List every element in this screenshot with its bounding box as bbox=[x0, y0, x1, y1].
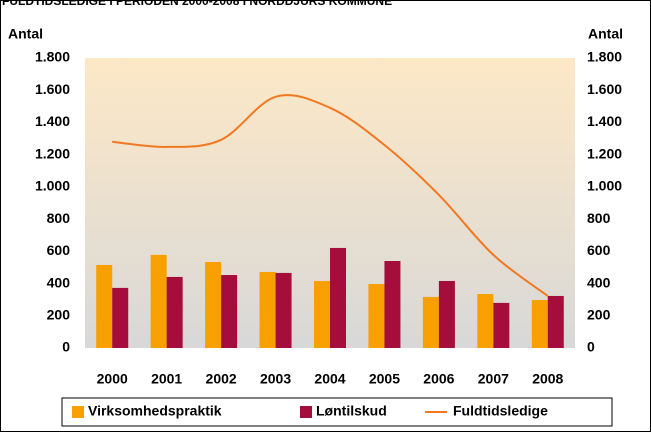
bar bbox=[330, 247, 346, 348]
y-tick-label: 1.400 bbox=[35, 113, 70, 129]
y-tick-label: 400 bbox=[47, 274, 71, 290]
bar bbox=[547, 295, 564, 348]
legend-swatch bbox=[300, 406, 312, 418]
chart-title: FULDTIDSLEDIGE I PERIODEN 2000-2008 I NO… bbox=[2, 0, 392, 8]
y2-tick-label: 200 bbox=[587, 306, 611, 322]
y-tick-label: 800 bbox=[47, 210, 71, 226]
x-tick-label: 2003 bbox=[260, 371, 291, 387]
bar bbox=[493, 302, 510, 348]
y-tick-label: 1.000 bbox=[35, 178, 70, 194]
y2-tick-label: 0 bbox=[587, 339, 595, 355]
x-tick-label: 2007 bbox=[478, 371, 509, 387]
bar bbox=[112, 287, 129, 348]
y-tick-label: 200 bbox=[47, 306, 71, 322]
x-tick-label: 2008 bbox=[532, 371, 563, 387]
bar bbox=[275, 272, 292, 348]
y2-tick-label: 1.200 bbox=[587, 145, 622, 161]
y-tick-label: 600 bbox=[47, 242, 71, 258]
bar bbox=[314, 280, 330, 348]
x-tick-label: 2001 bbox=[151, 371, 182, 387]
x-tick-label: 2000 bbox=[97, 371, 128, 387]
x-tick-label: 2002 bbox=[206, 371, 237, 387]
bar bbox=[205, 261, 222, 348]
legend-label: Virksomhedspraktik bbox=[88, 403, 222, 419]
bar bbox=[166, 276, 183, 348]
line bbox=[112, 94, 549, 297]
y2-tick-label: 1.600 bbox=[587, 81, 622, 97]
y2-tick-label: 1.000 bbox=[587, 178, 622, 194]
legend-label: Løntilskud bbox=[316, 403, 387, 419]
bar bbox=[477, 294, 494, 348]
bar bbox=[96, 265, 113, 348]
y-tick-label: 1.200 bbox=[35, 145, 70, 161]
bar bbox=[259, 271, 276, 348]
bar bbox=[438, 280, 455, 348]
y2-tick-label: 800 bbox=[587, 210, 611, 226]
y2-tick-label: 600 bbox=[587, 242, 611, 258]
y2-axis-label: Antal bbox=[588, 26, 623, 42]
y-tick-label: 1.600 bbox=[35, 81, 70, 97]
legend-swatch bbox=[72, 406, 84, 418]
y-tick-label: 0 bbox=[62, 339, 70, 355]
x-tick-label: 2006 bbox=[423, 371, 454, 387]
y2-tick-label: 400 bbox=[587, 274, 611, 290]
bar bbox=[531, 299, 548, 348]
bar bbox=[368, 284, 385, 348]
bar bbox=[150, 254, 167, 348]
bar bbox=[422, 296, 439, 348]
x-tick-label: 2004 bbox=[314, 371, 345, 387]
x-tick-label: 2005 bbox=[369, 371, 400, 387]
y-axis-label: Antal bbox=[8, 26, 43, 42]
legend bbox=[61, 397, 613, 427]
bar bbox=[221, 275, 238, 348]
y-tick-label: 1.800 bbox=[35, 49, 70, 65]
y2-tick-label: 1.400 bbox=[587, 113, 622, 129]
bar bbox=[384, 261, 401, 348]
y2-tick-label: 1.800 bbox=[587, 49, 622, 65]
legend-label: Fuldtidsledige bbox=[453, 403, 548, 419]
